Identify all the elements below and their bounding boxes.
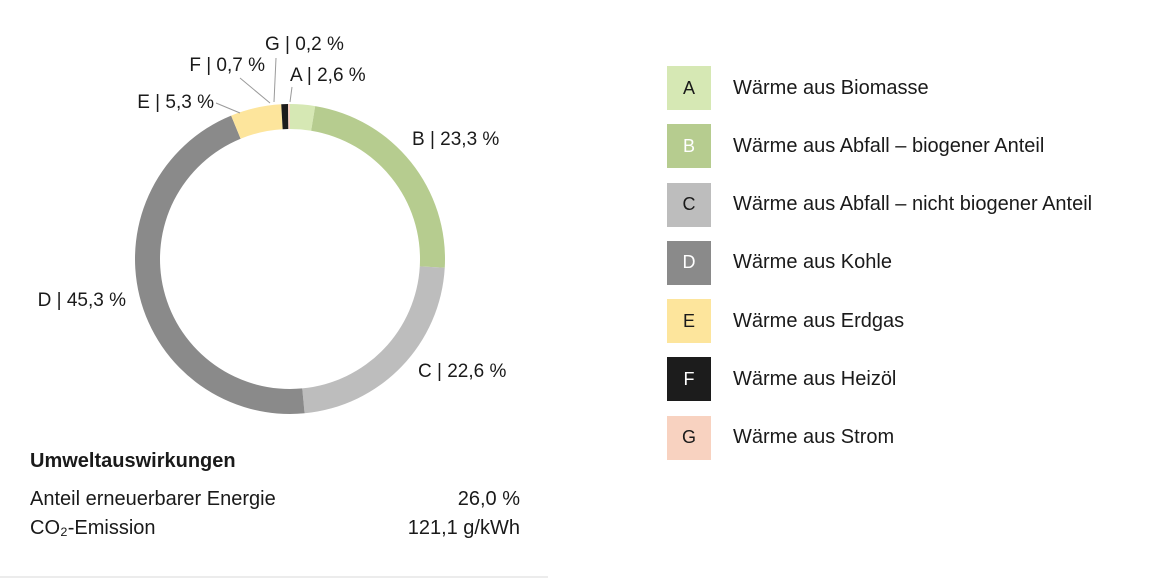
legend-item-c: C Wärme aus Abfall – nicht biogener Ante… bbox=[667, 182, 1093, 227]
donut-slice-e bbox=[231, 104, 283, 139]
legend-item-f: F Wärme aus Heizöl bbox=[667, 357, 1092, 402]
legend-swatch-b: B bbox=[667, 124, 711, 169]
donut-slice-c bbox=[302, 266, 445, 414]
legend-label-f: Wärme aus Heizöl bbox=[733, 367, 897, 390]
legend-item-e: E Wärme aus Erdgas bbox=[667, 299, 1092, 344]
legend-label-d: Wärme aus Kohle bbox=[733, 251, 892, 274]
donut-slice-d bbox=[135, 115, 305, 414]
legend-swatch-f: F bbox=[667, 357, 711, 402]
impact-title: Umweltauswirkungen bbox=[30, 450, 236, 472]
legend-swatch-g: G bbox=[667, 415, 711, 460]
leader-line-g bbox=[273, 57, 277, 103]
environmental-impact: Umweltauswirkungen Anteil erneuerbarer E… bbox=[30, 450, 520, 543]
legend-label-e: Wärme aus Erdgas bbox=[733, 309, 905, 332]
legend-item-g: G Wärme aus Strom bbox=[667, 415, 1092, 460]
legend: A Wärme aus Biomasse B Wärme aus Abfall … bbox=[667, 66, 1092, 474]
renewable-share-value: 26,0 % bbox=[457, 488, 520, 510]
donut-slices bbox=[135, 104, 446, 414]
leader-line-f bbox=[239, 77, 271, 104]
legend-item-d: D Wärme aus Kohle bbox=[667, 240, 1092, 285]
donut-slice-g bbox=[288, 104, 290, 130]
legend-label-b: Wärme aus Abfall – biogener Anteil bbox=[733, 134, 1045, 157]
bottom-divider bbox=[0, 576, 548, 578]
legend-label-g: Wärme aus Strom bbox=[733, 426, 895, 449]
donut-chart: A | 2,6 % B | 23,3 % C | 22,6 % D | 45,3 % E… bbox=[38, 34, 507, 414]
slice-label-d: D | 45,3 % bbox=[38, 290, 126, 311]
legend-item-a: A Wärme aus Biomasse bbox=[667, 66, 1092, 110]
slice-labels: A | 2,6 % B | 23,3 % C | 22,6 % D | 45,3 % E… bbox=[38, 34, 507, 382]
leader-line-e bbox=[215, 102, 241, 114]
label-leader-lines bbox=[215, 57, 293, 114]
donut-slice-b bbox=[311, 106, 446, 268]
co2-emission-label: CO₂-Emission bbox=[30, 517, 156, 539]
legend-swatch-c: C bbox=[667, 182, 711, 227]
slice-label-e: E | 5,3 % bbox=[137, 92, 214, 113]
renewable-share-label: Anteil erneuerbarer Energie bbox=[30, 488, 276, 510]
slice-label-g: G | 0,2 % bbox=[265, 34, 344, 55]
impact-row-renewable: Anteil erneuerbarer Energie 26,0 % bbox=[30, 485, 520, 514]
slice-label-c: C | 22,6 % bbox=[418, 361, 506, 382]
slice-label-a: A | 2,6 % bbox=[290, 65, 366, 86]
co2-emission-value: 121,1 g/kWh bbox=[407, 517, 520, 539]
legend-label-c: Wärme aus Abfall – nicht biogener Anteil bbox=[733, 193, 1093, 216]
slice-label-f: F | 0,7 % bbox=[189, 55, 265, 76]
donut-slice-f bbox=[281, 104, 289, 130]
legend-item-b: B Wärme aus Abfall – biogener Anteil bbox=[667, 124, 1092, 169]
legend-swatch-d: D bbox=[667, 240, 711, 285]
legend-label-a: Wärme aus Biomasse bbox=[733, 76, 929, 99]
leader-line-a bbox=[289, 86, 293, 103]
legend-swatch-e: E bbox=[667, 299, 711, 344]
donut-slice-a bbox=[290, 104, 316, 131]
legend-swatch-a: A bbox=[667, 66, 711, 110]
slice-label-b: B | 23,3 % bbox=[412, 129, 499, 150]
impact-row-co2: CO₂-Emission 121,1 g/kWh bbox=[30, 514, 520, 543]
